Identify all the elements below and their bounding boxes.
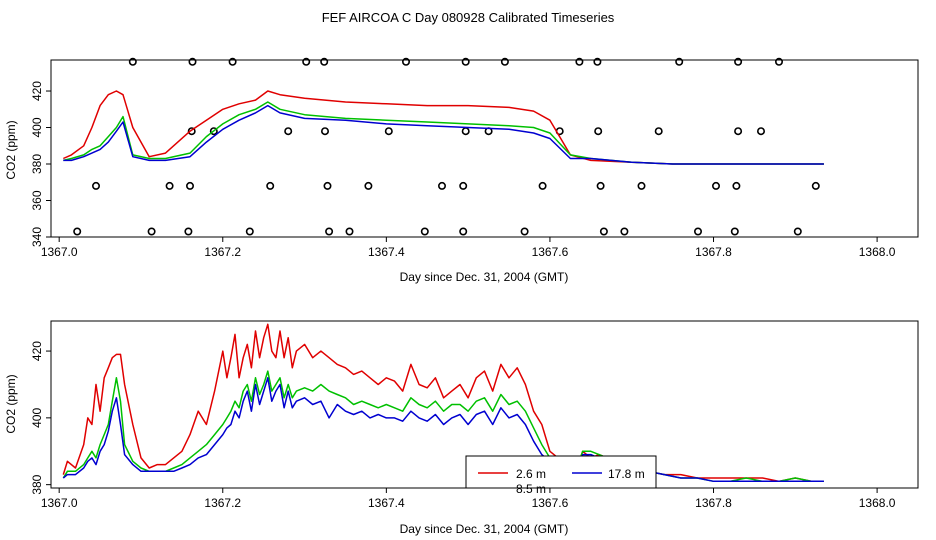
- x-tick-label: 1367.4: [368, 245, 405, 259]
- marker-point: [520, 227, 529, 236]
- marker-point: [165, 181, 174, 190]
- marker-point: [128, 57, 137, 66]
- y-tick-label: 360: [30, 190, 44, 210]
- x-tick-label: 1367.6: [532, 496, 569, 510]
- y-tick-label: 420: [30, 81, 44, 101]
- marker-point: [575, 57, 584, 66]
- series-line-2.6m: [62, 323, 824, 483]
- x-axis-label-bottom: Day since Dec. 31, 2004 (GMT): [400, 522, 569, 536]
- marker-point: [596, 181, 605, 190]
- marker-point: [184, 227, 193, 236]
- marker-point: [320, 127, 329, 136]
- marker-point: [345, 227, 354, 236]
- marker-point: [593, 57, 602, 66]
- marker-point: [538, 181, 547, 190]
- y-tick-label: 340: [30, 227, 44, 247]
- marker-point: [209, 127, 218, 136]
- marker-point: [730, 227, 739, 236]
- x-tick-label: 1367.4: [368, 496, 405, 510]
- marker-point: [459, 181, 468, 190]
- x-tick-label: 1367.0: [41, 496, 78, 510]
- marker-point: [186, 181, 195, 190]
- y-tick-label: 380: [30, 154, 44, 174]
- marker-point: [320, 57, 329, 66]
- marker-point: [228, 57, 237, 66]
- x-tick-label: 1368.0: [859, 496, 896, 510]
- legend-label-2.6m: 2.6 m: [516, 467, 546, 481]
- y-tick-label: 380: [30, 474, 44, 494]
- marker-point: [384, 127, 393, 136]
- marker-point: [187, 127, 196, 136]
- marker-point: [675, 57, 684, 66]
- marker-point: [420, 227, 429, 236]
- marker-point: [364, 181, 373, 190]
- x-tick-label: 1368.0: [859, 245, 896, 259]
- x-tick-label: 1367.6: [532, 245, 569, 259]
- marker-point: [437, 181, 446, 190]
- marker-point: [325, 227, 334, 236]
- marker-point: [594, 127, 603, 136]
- marker-point: [637, 181, 646, 190]
- marker-point: [188, 57, 197, 66]
- series-line-2: [63, 104, 824, 165]
- plot-frame-top: [50, 59, 919, 238]
- marker-point: [266, 181, 275, 190]
- marker-point: [734, 57, 743, 66]
- x-tick-label: 1367.0: [41, 245, 78, 259]
- x-tick-label: 1367.2: [204, 496, 241, 510]
- y-axis-label-top: CO2 (ppm): [4, 120, 18, 179]
- x-axis-label-top: Day since Dec. 31, 2004 (GMT): [400, 270, 569, 284]
- series-line-8.5m: [62, 370, 824, 483]
- marker-point: [284, 127, 293, 136]
- legend-label-17.8m: 17.8 m: [608, 467, 645, 481]
- marker-point: [323, 181, 332, 190]
- marker-point: [654, 127, 663, 136]
- marker-point: [599, 227, 608, 236]
- marker-point: [732, 181, 741, 190]
- marker-point: [711, 181, 720, 190]
- marker-point: [774, 57, 783, 66]
- y-tick-label: 400: [30, 408, 44, 428]
- marker-point: [461, 127, 470, 136]
- panel-bottom: 1367.0 1367.2 1367.4 1367.6 1367.8 1368.0 380…: [4, 320, 919, 536]
- series-line-1: [63, 101, 824, 165]
- marker-point: [793, 227, 802, 236]
- marker-point: [73, 227, 82, 236]
- marker-point: [734, 127, 743, 136]
- figure-title: FEF AIRCOA C Day 080928 Calibrated Times…: [322, 10, 615, 25]
- x-tick-label: 1367.8: [695, 496, 732, 510]
- legend-label-8.5m: 8.5 m: [516, 482, 546, 496]
- x-tick-label: 1367.2: [204, 245, 241, 259]
- marker-point: [302, 57, 311, 66]
- marker-point: [620, 227, 629, 236]
- x-tick-label: 1367.8: [695, 245, 732, 259]
- legend-box: [465, 455, 657, 489]
- marker-point: [92, 181, 101, 190]
- y-axis-label-bottom: CO2 (ppm): [4, 374, 18, 433]
- marker-point: [756, 127, 765, 136]
- series-line-0: [62, 90, 824, 165]
- marker-point: [461, 57, 470, 66]
- marker-point: [459, 227, 468, 236]
- marker-point: [147, 227, 156, 236]
- y-tick-label: 400: [30, 117, 44, 137]
- marker-point: [500, 57, 509, 66]
- marker-point: [401, 57, 410, 66]
- y-tick-label: 420: [30, 341, 44, 361]
- marker-point: [811, 181, 820, 190]
- marker-point: [693, 227, 702, 236]
- panel-top: 1367.0 1367.2 1367.4 1367.6 1367.8 1368.0 340…: [4, 57, 919, 284]
- legend: 2.6 m 17.8 m 8.5 m: [465, 455, 657, 496]
- marker-point: [245, 227, 254, 236]
